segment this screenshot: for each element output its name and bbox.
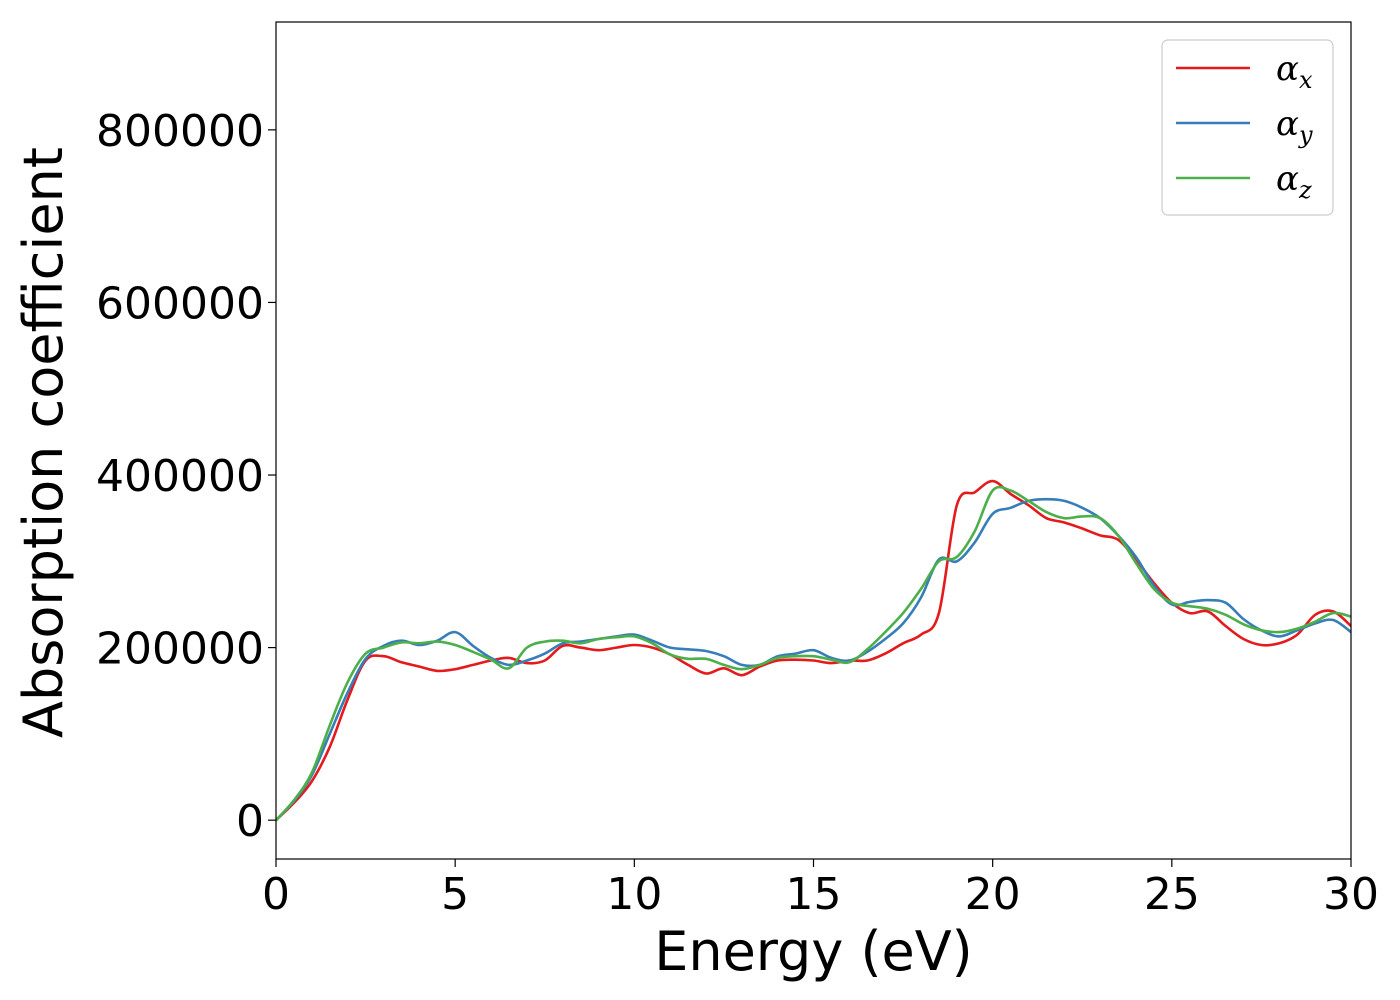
x-tick-label: 5: [441, 869, 469, 920]
y-tick-label: 600000: [96, 278, 264, 329]
x-tick-label: 15: [786, 869, 842, 920]
series-line-z: [276, 485, 1351, 822]
y-tick-label: 200000: [96, 624, 264, 675]
series-layer: [276, 479, 1351, 822]
x-tick-label: 30: [1323, 869, 1379, 920]
series-line-y: [276, 497, 1351, 822]
x-tick-label: 10: [606, 869, 662, 920]
x-tick-label: 20: [965, 869, 1021, 920]
x-axis: 0 5 10 15 20 25 30: [262, 859, 1379, 920]
y-axis: 0 200000 400000 600000 800000: [96, 106, 276, 847]
y-axis-label: Absorption coefficient: [12, 147, 75, 738]
y-tick-label: 0: [236, 796, 264, 847]
y-tick-label: 400000: [96, 451, 264, 502]
x-axis-label: Energy (eV): [654, 920, 973, 983]
legend-box: [1161, 39, 1334, 216]
x-tick-label: 25: [1144, 869, 1200, 920]
x-tick-label: 0: [262, 869, 290, 920]
y-tick-label: 800000: [96, 106, 264, 157]
